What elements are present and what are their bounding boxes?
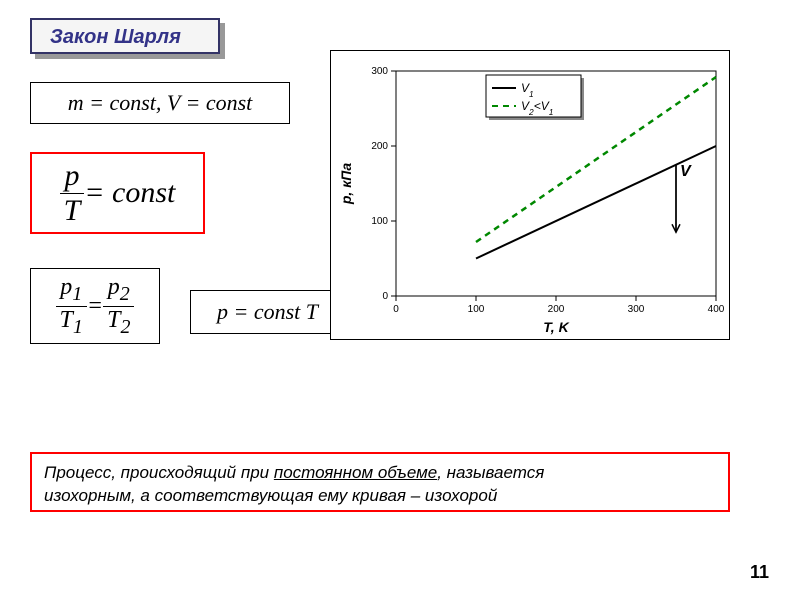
page-number: 11: [750, 562, 769, 583]
eq4-text: p = const T: [217, 299, 318, 325]
eq-p-constT: p = const T: [190, 290, 345, 334]
eq3-den1: T1: [56, 307, 87, 339]
eq3-frac2: p2 T2: [103, 274, 134, 339]
svg-text:0: 0: [382, 291, 388, 302]
svg-text:200: 200: [371, 141, 388, 152]
eq3-num1: p1: [56, 274, 87, 307]
eq3-eq: =: [87, 293, 103, 320]
eq2-num: p: [60, 159, 85, 194]
svg-text:p, кПа: p, кПа: [338, 163, 354, 205]
footer-definition: Процесс, происходящий при постоянном объ…: [30, 452, 730, 512]
eq2-den: T: [60, 194, 85, 228]
title-box: Закон Шарля: [30, 18, 220, 54]
footer-line1b: , называется: [437, 463, 544, 482]
eq2-rhs: = const: [84, 176, 175, 210]
eq2-frac: p T: [60, 159, 85, 228]
eq1-text: m = const, V = const: [68, 90, 253, 116]
svg-text:200: 200: [548, 304, 565, 315]
svg-text:300: 300: [371, 66, 388, 77]
svg-text:V: V: [680, 163, 692, 180]
svg-text:100: 100: [468, 304, 485, 315]
eq3-den2: T2: [103, 307, 134, 339]
footer-line2: изохорным, а соответствующая ему кривая …: [44, 486, 497, 505]
svg-text:300: 300: [628, 304, 645, 315]
eq-constants: m = const, V = const: [30, 82, 290, 124]
chart-container: 01002003004000100200300T, Kp, кПаVV1V2<V…: [330, 50, 730, 340]
eq-p-over-T: p T = const: [30, 152, 205, 234]
svg-text:T, K: T, K: [543, 319, 569, 335]
svg-text:400: 400: [708, 304, 725, 315]
chart-svg: 01002003004000100200300T, Kp, кПаVV1V2<V…: [331, 51, 731, 341]
svg-text:100: 100: [371, 216, 388, 227]
eq3-num2: p2: [103, 274, 134, 307]
title-text: Закон Шарля: [50, 26, 181, 48]
footer-underline: постоянном объеме: [274, 463, 437, 482]
eq-ratio: p1 T1 = p2 T2: [30, 268, 160, 344]
eq3-frac1: p1 T1: [56, 274, 87, 339]
footer-line1a: Процесс, происходящий при: [44, 463, 274, 482]
svg-text:0: 0: [393, 304, 399, 315]
